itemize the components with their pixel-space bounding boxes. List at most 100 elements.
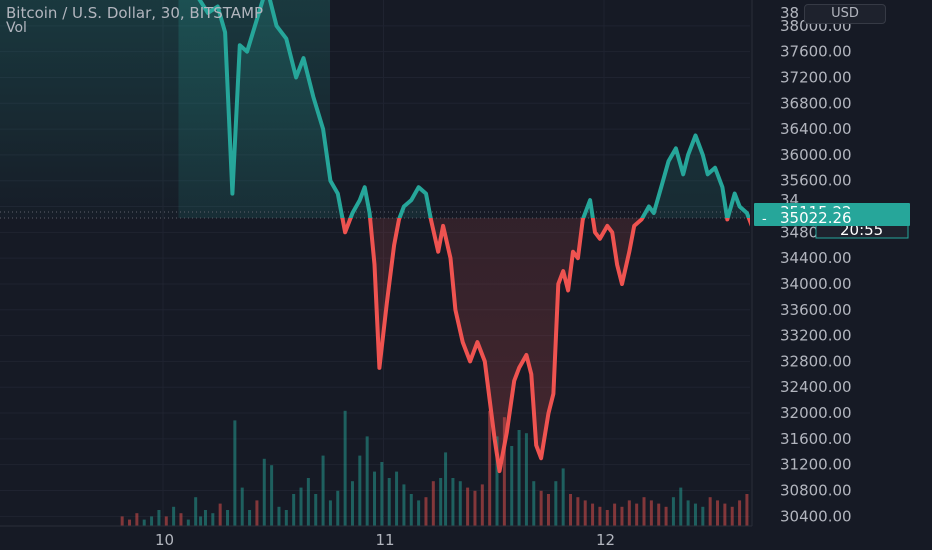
volume-bar <box>240 487 244 526</box>
volume-bar <box>517 430 521 526</box>
volume-bar <box>488 410 492 526</box>
volume-bar <box>502 417 506 526</box>
volume-bar <box>473 490 477 526</box>
volume-bar <box>402 484 406 526</box>
volume-bar <box>539 490 543 526</box>
y-tick-label: 32000.00 <box>780 404 852 422</box>
volume-bar <box>693 503 697 526</box>
volume-bar <box>738 500 742 526</box>
volume-bar <box>172 506 176 526</box>
baseline-price-tick: - <box>762 212 767 227</box>
y-tick-label: 34400.00 <box>780 249 852 267</box>
volume-bar <box>248 510 252 526</box>
volume-bar <box>701 506 705 526</box>
volume-bar <box>458 481 462 526</box>
baseline-price-badge <box>754 208 910 226</box>
volume-bar <box>524 433 528 526</box>
volume-bar <box>686 500 690 526</box>
volume-bar <box>664 506 668 526</box>
volume-bar <box>480 484 484 526</box>
y-tick-label: 30800.00 <box>780 482 852 500</box>
volume-bar <box>380 462 384 526</box>
y-tick-label: 34000.00 <box>780 275 852 293</box>
volume-bar <box>120 516 124 526</box>
volume-bar <box>532 481 536 526</box>
volume-bar <box>409 494 413 526</box>
volume-bar <box>350 481 354 526</box>
volume-bar <box>598 506 602 526</box>
volume-bar <box>439 478 443 526</box>
volume-bar <box>358 455 362 526</box>
price-axis[interactable] <box>752 0 932 550</box>
volume-bar <box>336 490 340 526</box>
volume-bar <box>745 494 749 526</box>
volume-bar <box>424 497 428 526</box>
volume-bar <box>179 513 183 526</box>
volume-bar <box>365 436 369 526</box>
volume-bar <box>395 471 399 526</box>
volume-bar <box>605 510 609 526</box>
y-tick-label: 33600.00 <box>780 301 852 319</box>
y-tick-label: 32400.00 <box>780 378 852 396</box>
volume-bar <box>233 420 237 526</box>
volume-bar <box>128 519 132 526</box>
volume-bar <box>387 478 391 526</box>
volume-bar <box>142 519 146 526</box>
x-tick-label: 11 <box>376 531 395 549</box>
volume-bar <box>613 503 617 526</box>
volume-bar <box>186 519 190 526</box>
volume-bar <box>211 513 215 526</box>
volume-bar <box>466 487 470 526</box>
volume-bar <box>306 478 310 526</box>
volume-bar <box>510 446 514 526</box>
y-tick-label: 37200.00 <box>780 68 852 86</box>
volume-bar <box>270 465 274 526</box>
volume-bar <box>194 497 198 526</box>
volume-bar <box>591 503 595 526</box>
baseline-price-label: 35022.26 <box>780 209 852 227</box>
baseline-fill-above <box>178 0 749 218</box>
volume-bar <box>576 497 580 526</box>
volume-bar <box>284 510 288 526</box>
volume-bar <box>218 503 222 526</box>
y-tick-label: 31600.00 <box>780 430 852 448</box>
volume-bar <box>561 468 565 526</box>
volume-bar <box>328 500 332 526</box>
volume-bar <box>716 500 720 526</box>
volume-bar <box>164 516 168 526</box>
volume-bar <box>373 471 377 526</box>
volume-bar <box>649 500 653 526</box>
time-axis[interactable] <box>0 526 752 550</box>
volume-bar <box>451 478 455 526</box>
volume-bar <box>723 503 727 526</box>
y-tick-label: 31200.00 <box>780 456 852 474</box>
volume-bar <box>135 513 139 526</box>
y-tick-label-partial: 38 <box>780 4 799 22</box>
volume-bar <box>157 510 161 526</box>
volume-bar <box>679 487 683 526</box>
volume-bar <box>708 497 712 526</box>
price-line-down[interactable] <box>179 0 839 474</box>
volume-bar <box>299 487 303 526</box>
volume-bar <box>292 494 296 526</box>
volume-bar <box>583 500 587 526</box>
currency-selector[interactable]: USD <box>804 4 886 24</box>
volume-bar <box>730 506 734 526</box>
y-tick-label: 36800.00 <box>780 94 852 112</box>
volume-bar <box>343 410 347 526</box>
volume-bar <box>546 494 550 526</box>
volume-bar <box>226 510 230 526</box>
price-line-up[interactable] <box>179 0 839 471</box>
volume-bar <box>417 500 421 526</box>
y-tick-label: 33200.00 <box>780 327 852 345</box>
x-tick-label: 10 <box>155 531 174 549</box>
volume-bar <box>203 510 207 526</box>
volume-bar <box>642 497 646 526</box>
volume-bar <box>569 494 573 526</box>
volume-bar <box>277 506 281 526</box>
volume-bar <box>255 500 259 526</box>
volume-bar <box>671 497 675 526</box>
volume-bar <box>620 506 624 526</box>
volume-bar <box>627 500 631 526</box>
